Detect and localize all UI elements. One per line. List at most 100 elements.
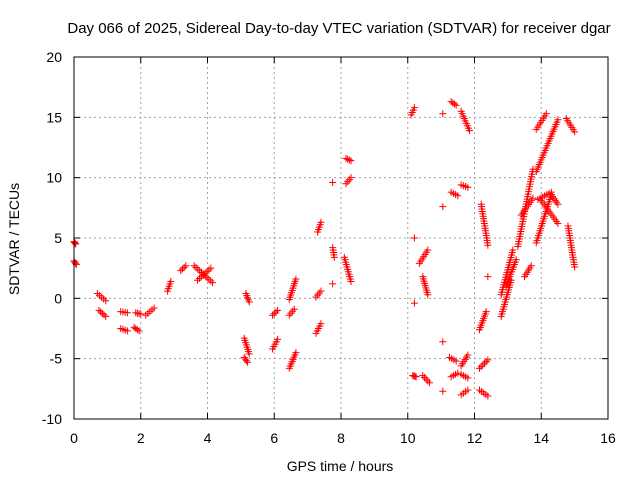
data-point — [554, 220, 562, 228]
data-point — [102, 297, 110, 305]
data-point — [317, 218, 325, 226]
data-point — [317, 287, 325, 295]
data-point — [554, 116, 562, 124]
data-point — [97, 308, 105, 316]
data-point — [481, 359, 489, 367]
data-point — [482, 308, 490, 316]
data-point — [245, 298, 253, 306]
data-point — [182, 262, 190, 270]
data-point — [137, 310, 145, 318]
x-tick-label: 6 — [270, 430, 278, 446]
data-point — [439, 387, 447, 395]
y-axis-label: SDTVAR / TECUs — [6, 183, 22, 295]
data-point — [484, 356, 492, 364]
data-point — [329, 178, 337, 186]
data-point — [479, 361, 487, 369]
axis-ticks — [73, 56, 609, 420]
data-point — [133, 326, 141, 334]
data-point — [123, 327, 131, 335]
x-tick-label: 14 — [533, 430, 549, 446]
data-point — [269, 311, 277, 319]
x-tick-label: 8 — [337, 430, 345, 446]
data-point — [420, 373, 428, 381]
data-point — [454, 192, 462, 200]
data-point — [424, 291, 432, 299]
y-tick-labels: -10 -5 0 5 10 15 20 — [42, 49, 62, 427]
x-tick-label: 4 — [204, 430, 212, 446]
data-point — [290, 305, 298, 313]
data-point — [571, 128, 579, 136]
data-point — [452, 101, 460, 109]
data-point — [484, 392, 492, 400]
data-point — [529, 194, 537, 202]
data-point — [330, 253, 338, 261]
data-point — [270, 310, 278, 318]
data-point — [425, 379, 433, 387]
data-point — [123, 309, 131, 317]
data-point — [102, 312, 110, 320]
x-tick-labels: 0 2 4 6 8 10 12 14 16 — [70, 430, 616, 446]
data-point — [482, 358, 490, 366]
data-points — [70, 98, 579, 400]
x-tick-label: 12 — [467, 430, 483, 446]
data-point — [100, 311, 108, 319]
data-point — [347, 277, 355, 285]
y-tick-label: -10 — [42, 411, 62, 427]
data-point — [135, 327, 143, 335]
data-point — [71, 239, 79, 247]
x-tick-label: 2 — [137, 430, 145, 446]
data-point — [422, 375, 430, 383]
data-point — [72, 240, 80, 248]
data-point — [72, 259, 80, 267]
x-axis-label: GPS time / hours — [287, 458, 394, 474]
data-point — [464, 374, 472, 382]
data-point — [465, 127, 473, 135]
data-point — [424, 377, 432, 385]
data-point — [571, 263, 579, 271]
y-tick-label: 5 — [54, 230, 62, 246]
data-point — [439, 110, 447, 118]
data-point — [167, 277, 175, 285]
data-point — [476, 364, 484, 372]
y-tick-label: 10 — [46, 170, 62, 186]
data-point — [419, 372, 427, 380]
data-point — [342, 154, 350, 162]
data-point — [245, 350, 253, 358]
data-point — [317, 320, 325, 328]
data-point — [71, 238, 79, 246]
data-point — [180, 263, 188, 271]
data-point — [450, 100, 458, 108]
data-point — [439, 203, 447, 211]
data-point — [439, 338, 447, 346]
data-point — [464, 386, 472, 394]
data-point — [178, 265, 186, 273]
x-tick-label: 10 — [400, 430, 416, 446]
y-tick-label: 15 — [46, 109, 62, 125]
data-point — [477, 363, 485, 371]
data-point — [452, 357, 460, 365]
data-point — [274, 306, 282, 314]
data-point — [484, 241, 492, 249]
data-point — [242, 357, 250, 365]
data-point — [527, 262, 535, 270]
data-point — [272, 308, 280, 316]
data-point — [95, 306, 103, 314]
data-point — [454, 369, 462, 377]
data-point — [347, 174, 355, 182]
data-point — [244, 358, 252, 366]
data-point — [542, 110, 550, 118]
data-point — [424, 246, 432, 254]
data-point — [512, 256, 520, 264]
x-tick-label: 16 — [600, 430, 616, 446]
data-point — [150, 304, 158, 312]
y-tick-label: 0 — [54, 290, 62, 306]
data-point — [412, 373, 420, 381]
data-point — [464, 351, 472, 359]
data-point — [292, 349, 300, 357]
data-point — [344, 155, 352, 163]
y-tick-label: 20 — [46, 49, 62, 65]
data-point — [98, 309, 106, 317]
data-point — [554, 200, 562, 208]
